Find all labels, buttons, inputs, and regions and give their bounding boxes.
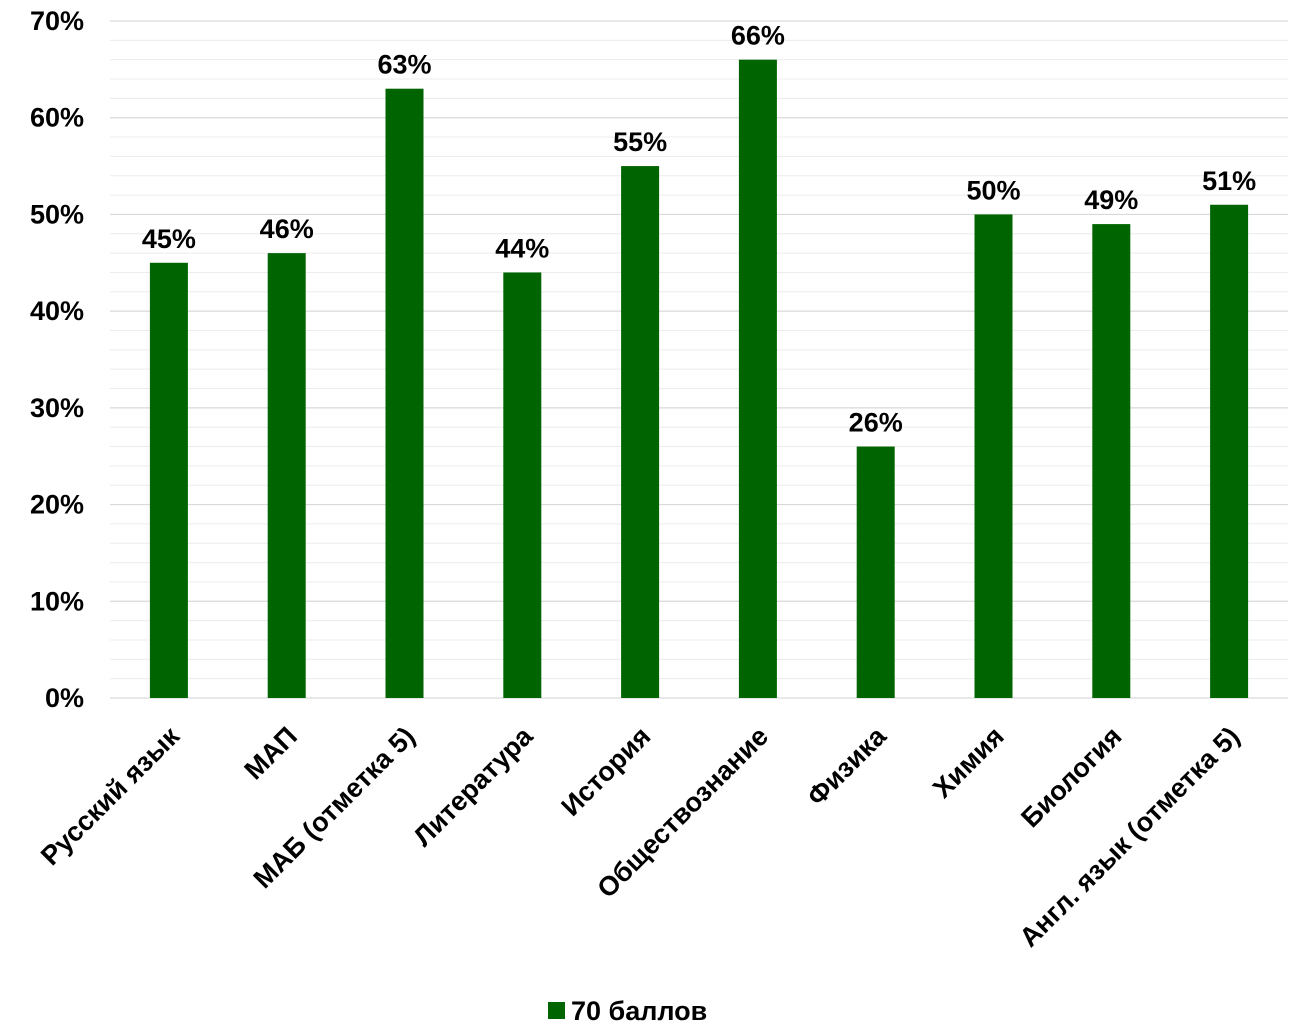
bar	[974, 214, 1013, 698]
x-tick-label: Биология	[1015, 721, 1127, 833]
legend: 70 баллов	[548, 996, 707, 1026]
data-label: 44%	[495, 233, 549, 263]
x-tick-label: История	[555, 721, 656, 822]
bar	[621, 166, 660, 699]
data-label: 55%	[613, 127, 667, 157]
x-tick-label: Химия	[927, 721, 1010, 804]
x-tick-label: МАП	[239, 721, 303, 785]
data-label: 49%	[1084, 185, 1138, 215]
bar	[738, 59, 777, 698]
x-tick-label: Англ. язык (отметка 5)	[1014, 721, 1246, 953]
y-tick-label: 0%	[45, 683, 84, 713]
y-tick-label: 40%	[30, 296, 84, 326]
bar	[385, 88, 424, 698]
bars	[149, 59, 1249, 699]
gridlines	[110, 20, 1288, 699]
data-label: 50%	[966, 175, 1020, 205]
data-label: 51%	[1202, 166, 1256, 196]
y-tick-label: 70%	[30, 6, 84, 36]
x-tick-label: Русский язык	[35, 721, 185, 871]
y-tick-label: 50%	[30, 199, 84, 229]
y-tick-label: 30%	[30, 393, 84, 423]
bar	[149, 262, 188, 698]
data-label: 46%	[260, 214, 314, 244]
y-tick-label: 60%	[30, 103, 84, 133]
legend-label: 70 баллов	[571, 996, 707, 1026]
bar	[856, 446, 895, 698]
y-axis-tick-labels: 0% 10% 20% 30% 40% 50% 60% 70%	[30, 6, 84, 713]
data-label: 26%	[849, 408, 903, 438]
data-label: 45%	[142, 224, 196, 254]
bar	[1092, 224, 1131, 698]
x-tick-label: Физика	[801, 720, 892, 811]
data-label: 63%	[377, 50, 431, 80]
data-labels: 45% 46% 63% 44% 55% 66% 26% 50% 49% 51%	[142, 21, 1256, 438]
y-tick-label: 10%	[30, 586, 84, 616]
bar	[267, 253, 306, 698]
data-label: 66%	[731, 21, 785, 51]
y-tick-label: 20%	[30, 490, 84, 520]
bar	[503, 272, 542, 698]
x-tick-label: Литература	[407, 720, 539, 852]
bar	[1210, 204, 1249, 698]
legend-swatch	[548, 1002, 565, 1019]
